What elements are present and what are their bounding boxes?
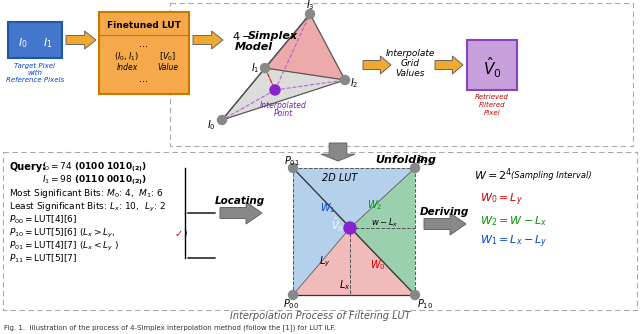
Polygon shape <box>424 213 466 235</box>
Text: Least Significant Bits: $L_x$: 10,  $L_y$: 2: Least Significant Bits: $L_x$: 10, $L_y$… <box>9 200 166 213</box>
Polygon shape <box>350 168 415 295</box>
Polygon shape <box>363 56 391 74</box>
Text: $L_y$: $L_y$ <box>319 255 331 269</box>
Polygon shape <box>293 168 415 228</box>
Text: $I_0$: $I_0$ <box>207 118 216 132</box>
Text: Index: Index <box>116 62 138 71</box>
Text: $)$: $)$ <box>183 227 188 239</box>
Text: $P_{00}$: $P_{00}$ <box>283 297 299 311</box>
Text: $\hat{V}_0$: $\hat{V}_0$ <box>331 216 343 234</box>
Polygon shape <box>321 143 355 161</box>
Bar <box>170 3 633 146</box>
Polygon shape <box>66 31 96 49</box>
Bar <box>467 40 517 90</box>
Polygon shape <box>293 228 415 295</box>
Polygon shape <box>435 56 463 74</box>
Circle shape <box>340 75 349 85</box>
Text: Grid: Grid <box>401 58 419 67</box>
Circle shape <box>410 291 419 300</box>
Text: $W_2 = W - L_x$: $W_2 = W - L_x$ <box>480 214 547 228</box>
Text: $I_0 = 74\ \mathbf{(0100\ 1010_{(2)})}$: $I_0 = 74\ \mathbf{(0100\ 1010_{(2)})}$ <box>42 160 147 174</box>
Circle shape <box>289 164 298 172</box>
Text: Model: Model <box>235 42 273 52</box>
Bar <box>8 22 62 58</box>
Text: $\checkmark$: $\checkmark$ <box>174 228 182 238</box>
Text: $W = 2^4$: $W = 2^4$ <box>474 167 513 183</box>
Text: $I_1 = 98\ \mathbf{(0110\ 0010_{(2)})}$: $I_1 = 98\ \mathbf{(0110\ 0010_{(2)})}$ <box>42 173 147 187</box>
Text: Value: Value <box>157 62 179 71</box>
Text: $\hat{V}_0$: $\hat{V}_0$ <box>483 56 501 80</box>
Polygon shape <box>220 202 262 224</box>
Text: Point: Point <box>273 109 292 118</box>
Circle shape <box>305 9 314 18</box>
Text: $I_3$: $I_3$ <box>306 0 314 12</box>
Text: $W_0$: $W_0$ <box>370 258 386 272</box>
Text: $I_2$: $I_2$ <box>350 76 358 90</box>
Polygon shape <box>222 14 345 120</box>
Polygon shape <box>265 14 345 80</box>
Circle shape <box>270 85 280 95</box>
Circle shape <box>344 222 356 234</box>
Text: Filtered: Filtered <box>479 102 506 108</box>
Text: Pixel: Pixel <box>484 110 500 116</box>
Circle shape <box>260 63 269 72</box>
Text: Fig. 1.  Illustration of the process of 4-Simplex interpolation method (follow t: Fig. 1. Illustration of the process of 4… <box>4 325 335 331</box>
Polygon shape <box>222 68 345 120</box>
Text: Retrieved: Retrieved <box>475 94 509 100</box>
Text: $W_1 = L_x - L_y$: $W_1 = L_x - L_y$ <box>480 234 548 250</box>
Circle shape <box>289 291 298 300</box>
Text: Finetuned LUT: Finetuned LUT <box>107 21 181 30</box>
Text: $P_{11} = \mathrm{LUT[5][7]}$: $P_{11} = \mathrm{LUT[5][7]}$ <box>9 253 77 265</box>
Text: Reference Pixels: Reference Pixels <box>6 77 64 83</box>
Bar <box>3 152 637 310</box>
Text: $(I_0, I_1)$: $(I_0, I_1)$ <box>115 51 140 63</box>
Circle shape <box>218 116 227 125</box>
Text: Simplex: Simplex <box>248 31 298 41</box>
Text: $P_{01}$: $P_{01}$ <box>284 154 300 168</box>
Text: Target Pixel: Target Pixel <box>15 63 56 69</box>
Text: $P_{10}$: $P_{10}$ <box>417 297 433 311</box>
Text: $L_x$: $L_x$ <box>339 278 351 292</box>
Text: 2D LUT: 2D LUT <box>323 173 358 183</box>
Text: Locating: Locating <box>215 196 265 206</box>
Polygon shape <box>222 14 310 120</box>
Text: $4-$: $4-$ <box>232 30 252 42</box>
Text: Values: Values <box>396 68 425 77</box>
Text: Interpolate: Interpolate <box>385 48 435 57</box>
Text: Most Significant Bits: $M_0$: 4,  $M_1$: 6: Most Significant Bits: $M_0$: 4, $M_1$: … <box>9 187 164 200</box>
Text: $P_{10} = \mathrm{LUT[5][6]}\ (L_x > L_y,\ $: $P_{10} = \mathrm{LUT[5][6]}\ (L_x > L_y… <box>9 226 116 239</box>
Text: $P_{00} = \mathrm{LUT[4][6]}$: $P_{00} = \mathrm{LUT[4][6]}$ <box>9 214 77 226</box>
Text: Unfolding: Unfolding <box>375 155 436 165</box>
Text: $[V_0]$: $[V_0]$ <box>159 51 177 63</box>
Text: $P_{11}$: $P_{11}$ <box>417 154 433 168</box>
Text: $W_1$: $W_1$ <box>321 201 335 215</box>
Text: $I_0$: $I_0$ <box>18 36 28 50</box>
Text: Query:: Query: <box>9 162 46 172</box>
Text: ...: ... <box>140 39 148 49</box>
Bar <box>99 12 189 94</box>
Text: $I_1$: $I_1$ <box>251 61 259 75</box>
Text: $W_2$: $W_2$ <box>367 198 383 212</box>
Polygon shape <box>293 168 350 295</box>
Polygon shape <box>193 31 223 49</box>
Text: Interpolated: Interpolated <box>260 101 307 110</box>
Text: (Sampling Interval): (Sampling Interval) <box>511 170 591 179</box>
Text: Deriving: Deriving <box>419 207 468 217</box>
Text: $P_{01} = \mathrm{LUT[4][7]}\ (L_x < L_y\ )$: $P_{01} = \mathrm{LUT[4][7]}\ (L_x < L_y… <box>9 239 119 253</box>
Text: ...: ... <box>140 74 148 84</box>
Text: $W_0 = L_y$: $W_0 = L_y$ <box>480 192 523 208</box>
Text: $I_1$: $I_1$ <box>44 36 52 50</box>
Text: with: with <box>28 70 42 76</box>
Circle shape <box>410 164 419 172</box>
Text: $w - L_x$: $w - L_x$ <box>371 217 399 229</box>
Text: Interpolation Process of Filtering LUT: Interpolation Process of Filtering LUT <box>230 311 410 321</box>
